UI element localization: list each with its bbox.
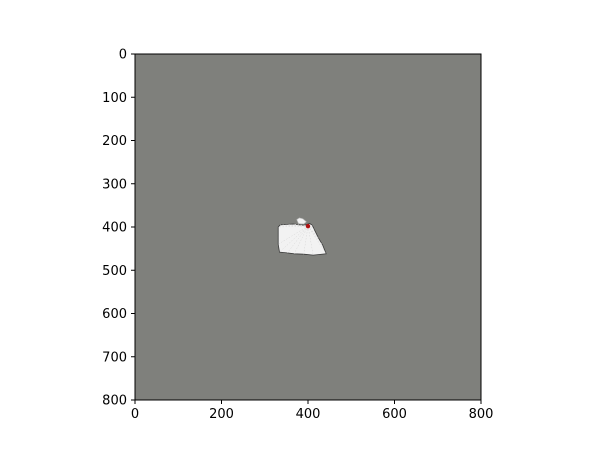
scan-ray xyxy=(278,225,309,228)
y-tick-label: 100 xyxy=(102,91,127,106)
scan-ray xyxy=(279,225,309,253)
scan-ray xyxy=(307,225,319,238)
x-axis: 0 200 400 600 800 xyxy=(131,400,494,422)
scan-ray xyxy=(307,225,327,254)
y-tick-label: 300 xyxy=(102,177,127,192)
explored-region xyxy=(277,223,327,256)
robot-position-marker xyxy=(305,223,311,229)
scan-ray xyxy=(307,225,323,246)
scan-ray xyxy=(293,226,309,254)
y-tick-label: 700 xyxy=(102,350,127,365)
x-tick-label: 400 xyxy=(296,407,321,422)
x-tick-label: 800 xyxy=(469,407,494,422)
y-tick-label: 400 xyxy=(102,221,127,236)
scan-ray xyxy=(307,226,314,256)
x-tick-label: 200 xyxy=(209,407,234,422)
x-tick-label: 600 xyxy=(382,407,407,422)
y-axis: 0 100 200 300 400 500 600 700 800 xyxy=(102,48,135,409)
y-tick-label: 500 xyxy=(102,264,127,279)
y-tick-label: 200 xyxy=(102,134,127,149)
y-tick-label: 0 xyxy=(119,48,127,63)
map-plot-area xyxy=(134,53,482,401)
y-tick-label: 800 xyxy=(102,394,127,409)
scan-ray xyxy=(287,225,309,254)
explored-blob xyxy=(296,217,307,225)
x-tick-label: 0 xyxy=(131,407,139,422)
y-tick-label: 600 xyxy=(102,307,127,322)
